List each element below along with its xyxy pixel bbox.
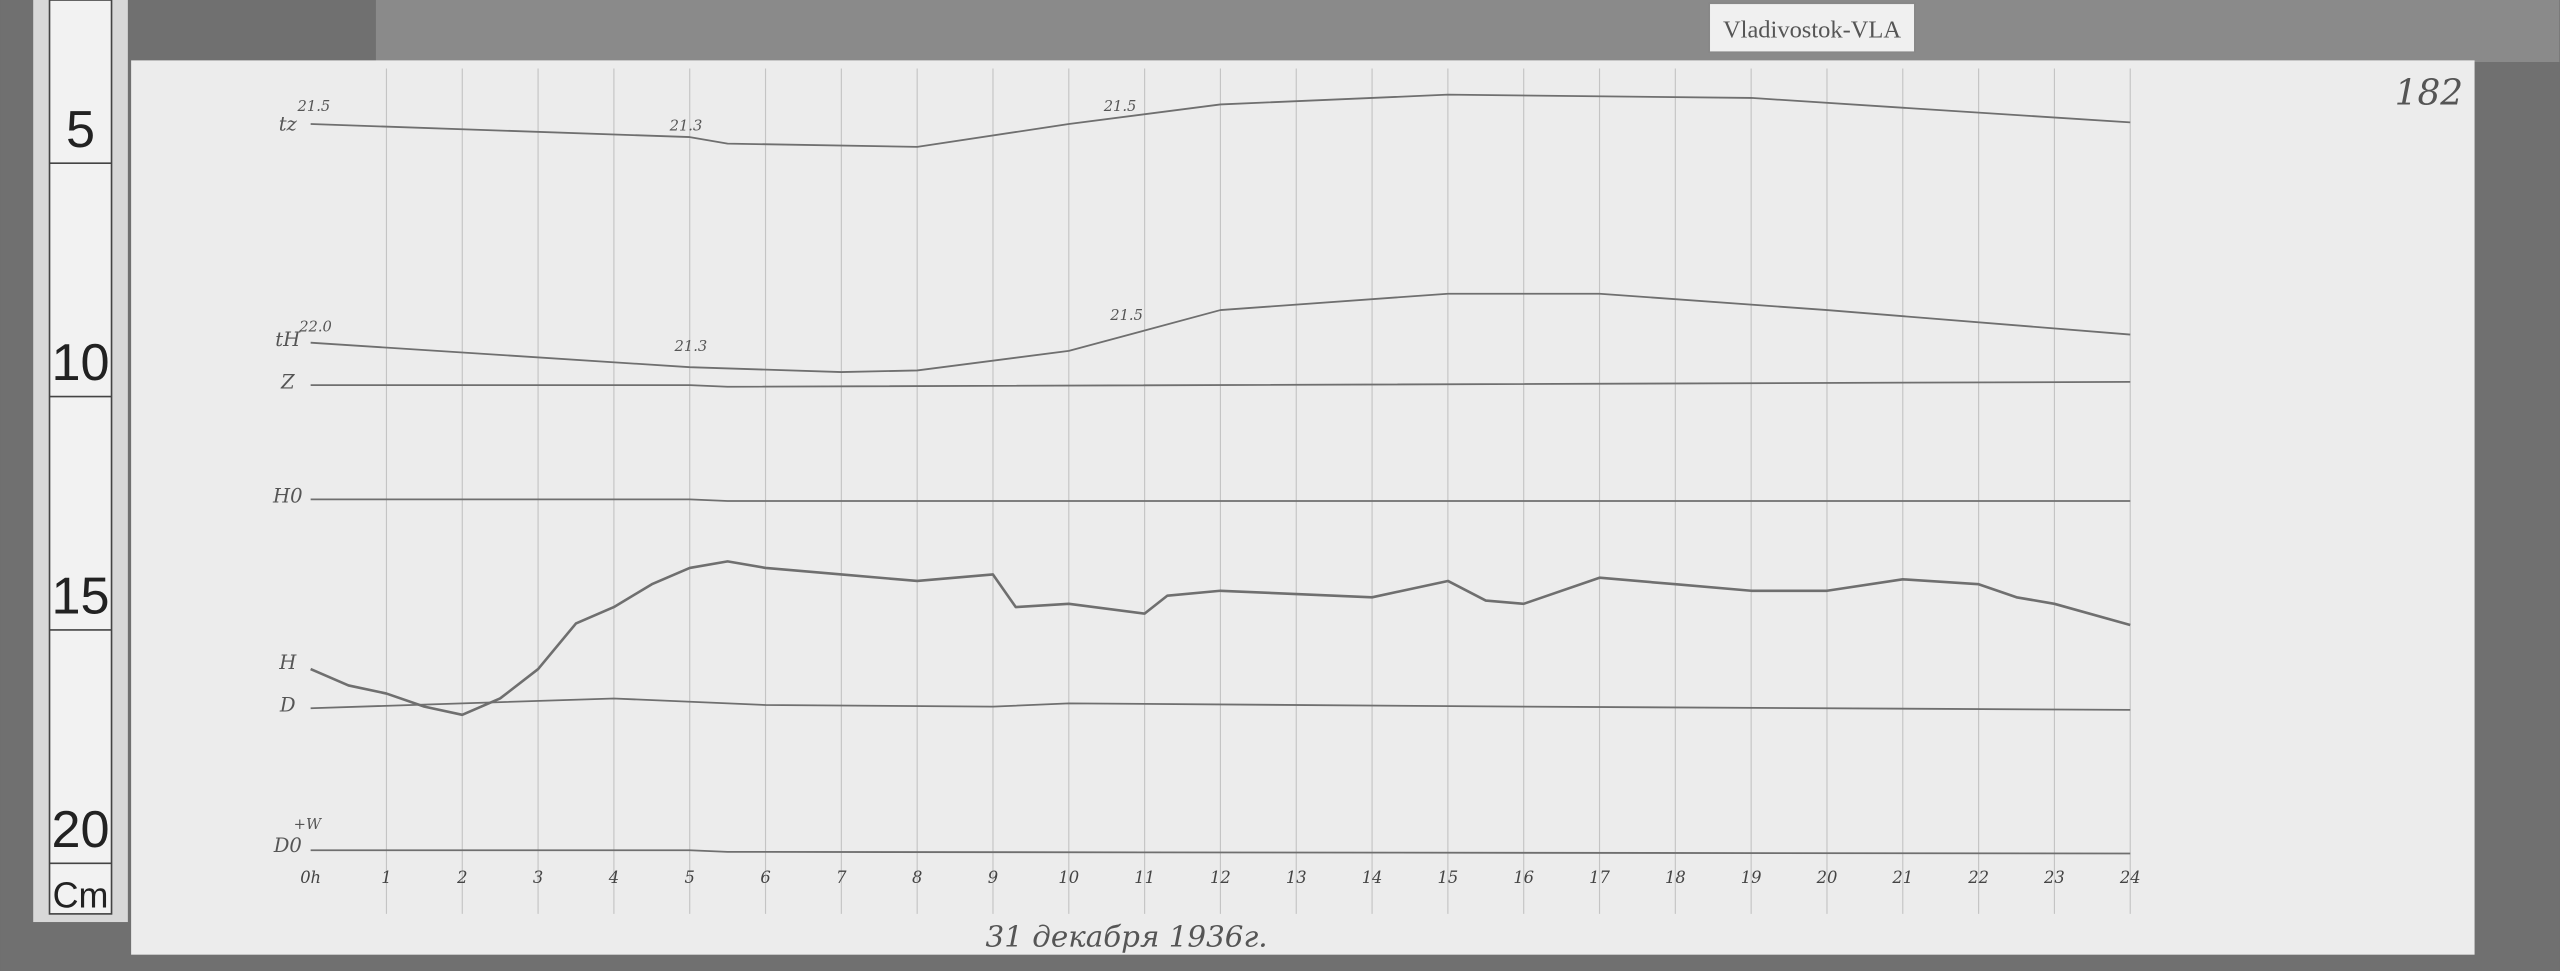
x-tick-label: 19 bbox=[1741, 868, 1762, 887]
x-tick-label: 14 bbox=[1362, 868, 1383, 887]
paper-sheet bbox=[131, 60, 2475, 955]
trace-th bbox=[310, 292, 2131, 373]
x-tick-label: 15 bbox=[1438, 868, 1459, 887]
ruler-mark-15: 15 bbox=[51, 568, 109, 626]
trace-label-d0: D0 bbox=[273, 834, 302, 857]
x-tick-label: 5 bbox=[685, 868, 695, 887]
trace-h bbox=[310, 560, 2131, 717]
trace-d0 bbox=[310, 849, 2131, 855]
station-label: Vladivostok-VLA bbox=[1723, 17, 1901, 44]
annotation-tz-5h: 21.3 bbox=[669, 118, 703, 135]
x-tick-label: 7 bbox=[836, 868, 847, 887]
ruler-mark-5: 5 bbox=[66, 101, 95, 159]
trace-h0 bbox=[310, 498, 2131, 502]
annotation-tH-start: 22.0 bbox=[298, 318, 332, 335]
trace-label-tz: tz bbox=[279, 113, 298, 136]
x-tick-label: 8 bbox=[912, 868, 922, 887]
x-tick-label: 1 bbox=[381, 868, 391, 887]
trace-z bbox=[310, 380, 2131, 388]
x-tick-label: 4 bbox=[608, 868, 619, 887]
annotation-tz-10h: 21.5 bbox=[1103, 98, 1137, 115]
x-tick-label: 18 bbox=[1665, 868, 1686, 887]
x-tick-label: 3 bbox=[533, 868, 543, 887]
x-tick-label: 10 bbox=[1058, 868, 1079, 887]
footer-date-note: 31 декабря 1936г. bbox=[986, 920, 1268, 954]
x-tick-label: 6 bbox=[760, 868, 770, 887]
trace-label-th: tH bbox=[275, 328, 301, 351]
x-tick-label: 24 bbox=[2119, 868, 2141, 887]
x-tick-label: 13 bbox=[1286, 868, 1307, 887]
top-clip-strip bbox=[375, 0, 2560, 63]
annotation-tH-10h: 21.5 bbox=[1109, 307, 1143, 324]
ruler-unit: Cm bbox=[53, 875, 109, 915]
x-tick-label: 11 bbox=[1134, 868, 1155, 887]
station-label-card bbox=[1708, 2, 1916, 54]
x-tick-label: 12 bbox=[1210, 868, 1231, 887]
page-number: 182 bbox=[2395, 72, 2464, 113]
ruler-mark-10: 10 bbox=[51, 334, 109, 392]
x-tick-label: 16 bbox=[1513, 868, 1534, 887]
x-tick-label: 23 bbox=[2043, 868, 2065, 887]
trace-label-d: D bbox=[279, 694, 296, 717]
x-tick-label: 0h bbox=[300, 868, 321, 887]
ruler-mark-20: 20 bbox=[51, 801, 109, 859]
annotation-D0-sign: +W bbox=[294, 816, 323, 833]
trace-label-h0: H0 bbox=[272, 485, 303, 508]
trace-label-z: Z bbox=[280, 370, 295, 393]
x-tick-label: 22 bbox=[1967, 868, 1989, 887]
x-tick-label: 2 bbox=[456, 868, 467, 887]
x-tick-label: 21 bbox=[1891, 868, 1913, 887]
ruler-face bbox=[48, 0, 113, 915]
annotation-tH-5h: 21.3 bbox=[674, 338, 708, 355]
x-tick-label: 17 bbox=[1589, 868, 1610, 887]
trace-label-h: H bbox=[278, 651, 297, 674]
annotation-tz-start: 21.5 bbox=[297, 98, 331, 115]
x-tick-label: 9 bbox=[988, 868, 998, 887]
trace-d bbox=[310, 697, 2131, 711]
trace-tz bbox=[310, 93, 2131, 148]
x-tick-label: 20 bbox=[1816, 868, 1838, 887]
